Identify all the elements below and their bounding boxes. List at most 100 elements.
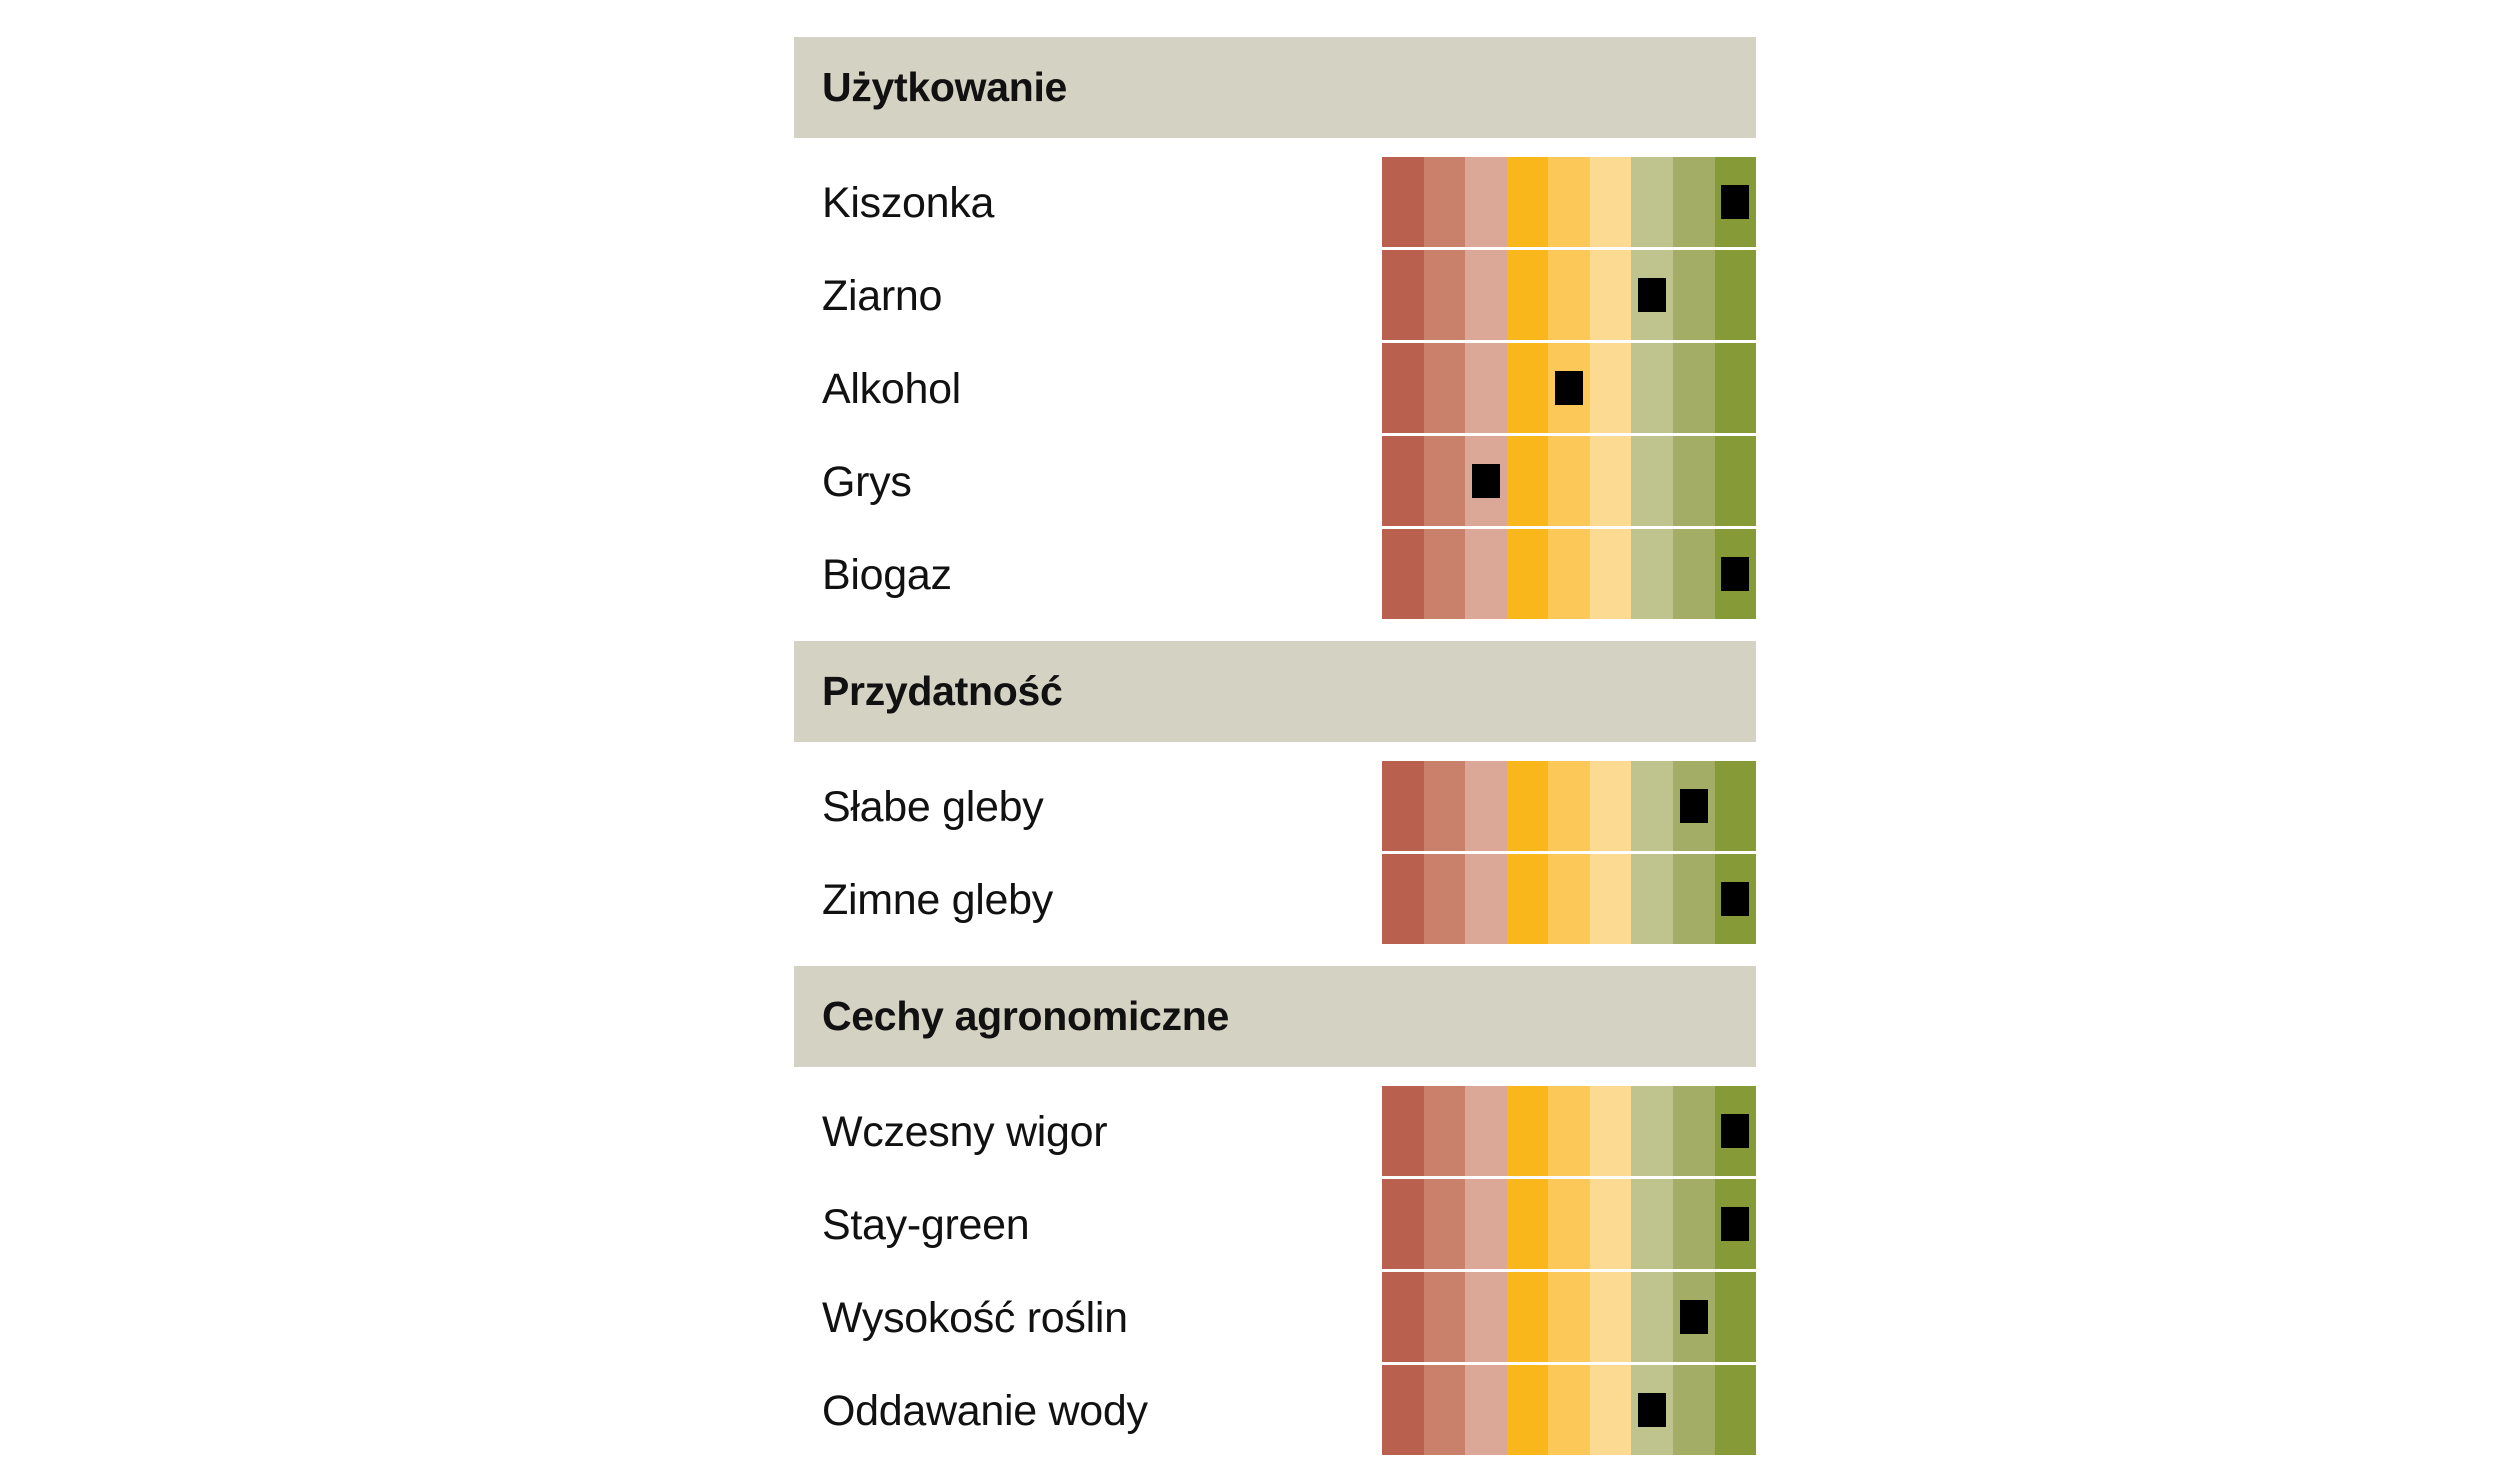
scale-cell-9 xyxy=(1714,1272,1757,1362)
row-label: Kiszonka xyxy=(822,179,995,227)
scale-cell-3 xyxy=(1465,250,1507,340)
scale-cell-5 xyxy=(1548,436,1590,526)
scale-cell-1 xyxy=(1382,157,1424,247)
scale-cell-1 xyxy=(1382,761,1424,851)
scale-cell-3 xyxy=(1465,157,1507,247)
row-label: Stay-green xyxy=(822,1201,1030,1249)
scale-cell-3 xyxy=(1465,529,1507,619)
row-label: Zimne gleby xyxy=(822,876,1053,924)
scale-cell-3 xyxy=(1465,1086,1507,1176)
scale-cell-8 xyxy=(1672,854,1715,944)
section-header: Użytkowanie xyxy=(794,37,1756,138)
scale-cell-7 xyxy=(1631,1272,1673,1362)
scale-cell-2 xyxy=(1423,1272,1466,1362)
rating-chart: Użytkowanie Kiszonka Ziarno Alkohol Grys… xyxy=(794,37,1757,1458)
rating-scale xyxy=(1382,343,1757,433)
scale-cell-5 xyxy=(1548,1086,1590,1176)
scale-cell-2 xyxy=(1423,1086,1466,1176)
row-label: Alkohol xyxy=(822,365,961,413)
scale-cell-2 xyxy=(1423,854,1466,944)
scale-cell-4 xyxy=(1506,1179,1549,1269)
scale-cell-8 xyxy=(1672,1365,1715,1455)
scale-cell-1 xyxy=(1382,1086,1424,1176)
scale-cell-9 xyxy=(1714,761,1757,851)
rating-scale xyxy=(1382,1179,1757,1269)
section-rows: Kiszonka Ziarno Alkohol Grys Biogaz xyxy=(794,157,1757,622)
scale-cell-9 xyxy=(1714,1086,1757,1176)
scale-cell-6 xyxy=(1589,343,1632,433)
scale-cell-3 xyxy=(1465,1272,1507,1362)
scale-cell-4 xyxy=(1506,157,1549,247)
scale-cell-9 xyxy=(1714,1365,1757,1455)
scale-cell-8 xyxy=(1672,343,1715,433)
scale-cell-7 xyxy=(1631,250,1673,340)
scale-cell-8 xyxy=(1672,761,1715,851)
rating-scale xyxy=(1382,157,1757,247)
scale-cell-8 xyxy=(1672,157,1715,247)
row-label: Oddawanie wody xyxy=(822,1387,1148,1435)
scale-cell-5 xyxy=(1548,529,1590,619)
scale-cell-6 xyxy=(1589,436,1632,526)
scale-cell-5 xyxy=(1548,854,1590,944)
scale-cell-6 xyxy=(1589,250,1632,340)
scale-cell-4 xyxy=(1506,761,1549,851)
rating-scale xyxy=(1382,854,1757,944)
rating-marker xyxy=(1679,1300,1708,1334)
scale-cell-2 xyxy=(1423,1365,1466,1455)
scale-cell-9 xyxy=(1714,250,1757,340)
scale-cell-1 xyxy=(1382,250,1424,340)
rating-row: Stay-green xyxy=(794,1179,1757,1272)
row-label: Wczesny wigor xyxy=(822,1108,1108,1156)
rating-row: Biogaz xyxy=(794,529,1757,622)
rating-row: Oddawanie wody xyxy=(794,1365,1757,1458)
scale-cell-3 xyxy=(1465,1179,1507,1269)
rating-scale xyxy=(1382,1365,1757,1455)
rating-scale xyxy=(1382,250,1757,340)
scale-cell-6 xyxy=(1589,761,1632,851)
scale-cell-9 xyxy=(1714,436,1757,526)
scale-cell-9 xyxy=(1714,529,1757,619)
scale-cell-2 xyxy=(1423,250,1466,340)
section-header: Cechy agronomiczne xyxy=(794,966,1756,1067)
rating-row: Wczesny wigor xyxy=(794,1086,1757,1179)
section-uzytkowanie: Użytkowanie Kiszonka Ziarno Alkohol Grys… xyxy=(794,37,1757,622)
scale-cell-9 xyxy=(1714,343,1757,433)
scale-cell-3 xyxy=(1465,436,1507,526)
rating-row: Kiszonka xyxy=(794,157,1757,250)
rating-scale xyxy=(1382,1086,1757,1176)
rating-marker xyxy=(1555,371,1584,405)
rating-row: Ziarno xyxy=(794,250,1757,343)
row-label: Słabe gleby xyxy=(822,783,1044,831)
scale-cell-8 xyxy=(1672,1272,1715,1362)
scale-cell-6 xyxy=(1589,1179,1632,1269)
section-rows: Wczesny wigor Stay-green Wysokość roślin… xyxy=(794,1086,1757,1458)
scale-cell-4 xyxy=(1506,436,1549,526)
scale-cell-8 xyxy=(1672,529,1715,619)
rating-row: Zimne gleby xyxy=(794,854,1757,947)
rating-scale xyxy=(1382,1272,1757,1362)
scale-cell-7 xyxy=(1631,854,1673,944)
rating-marker xyxy=(1679,789,1708,823)
scale-cell-6 xyxy=(1589,1086,1632,1176)
scale-cell-1 xyxy=(1382,343,1424,433)
scale-cell-4 xyxy=(1506,529,1549,619)
scale-cell-6 xyxy=(1589,529,1632,619)
section-cechy-agronomiczne: Cechy agronomiczne Wczesny wigor Stay-gr… xyxy=(794,966,1757,1458)
rating-marker xyxy=(1721,185,1750,219)
scale-cell-7 xyxy=(1631,1179,1673,1269)
rating-row: Grys xyxy=(794,436,1757,529)
scale-cell-1 xyxy=(1382,854,1424,944)
rating-marker xyxy=(1638,278,1667,312)
scale-cell-2 xyxy=(1423,1179,1466,1269)
scale-cell-9 xyxy=(1714,854,1757,944)
scale-cell-7 xyxy=(1631,1365,1673,1455)
scale-cell-2 xyxy=(1423,436,1466,526)
scale-cell-7 xyxy=(1631,343,1673,433)
scale-cell-2 xyxy=(1423,157,1466,247)
scale-cell-2 xyxy=(1423,529,1466,619)
scale-cell-5 xyxy=(1548,761,1590,851)
scale-cell-5 xyxy=(1548,250,1590,340)
scale-cell-6 xyxy=(1589,1272,1632,1362)
row-label: Wysokość roślin xyxy=(822,1294,1128,1342)
rating-marker xyxy=(1471,464,1500,498)
